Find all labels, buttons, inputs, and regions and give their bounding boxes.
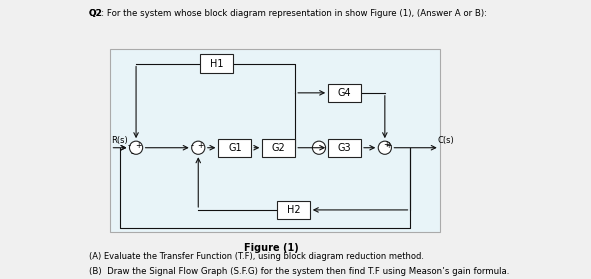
Text: H2: H2: [287, 205, 300, 215]
Circle shape: [129, 141, 142, 154]
FancyBboxPatch shape: [111, 49, 440, 232]
Text: G4: G4: [338, 88, 352, 98]
Circle shape: [378, 141, 391, 154]
Text: Q2: Q2: [89, 9, 102, 18]
FancyBboxPatch shape: [328, 139, 361, 157]
FancyBboxPatch shape: [200, 54, 233, 73]
Text: +: +: [384, 140, 390, 149]
FancyBboxPatch shape: [277, 201, 310, 219]
Circle shape: [191, 141, 205, 154]
Text: -: -: [131, 149, 134, 158]
Circle shape: [313, 141, 326, 154]
FancyBboxPatch shape: [262, 139, 296, 157]
Text: (A) Evaluate the Transfer Function (T.F), using block diagram reduction method.: (A) Evaluate the Transfer Function (T.F)…: [89, 252, 424, 261]
Text: (B)  Draw the Signal Flow Graph (S.F.G) for the system then find T.F using Measo: (B) Draw the Signal Flow Graph (S.F.G) f…: [89, 267, 509, 276]
FancyBboxPatch shape: [328, 84, 361, 102]
Text: R(s): R(s): [111, 136, 128, 145]
Text: C(s): C(s): [438, 136, 454, 145]
Text: -: -: [190, 141, 193, 150]
Text: +: +: [385, 141, 392, 150]
Text: G2: G2: [272, 143, 285, 153]
Text: -: -: [128, 141, 131, 150]
FancyBboxPatch shape: [219, 139, 251, 157]
Text: H1: H1: [210, 59, 223, 69]
Text: Figure (1): Figure (1): [244, 243, 299, 253]
Text: +: +: [135, 141, 141, 150]
Text: G3: G3: [338, 143, 352, 153]
Text: Q2: For the system whose block diagram representation in show Figure (1), (Answe: Q2: For the system whose block diagram r…: [89, 9, 486, 18]
Text: G1: G1: [228, 143, 242, 153]
Text: +: +: [197, 141, 203, 150]
